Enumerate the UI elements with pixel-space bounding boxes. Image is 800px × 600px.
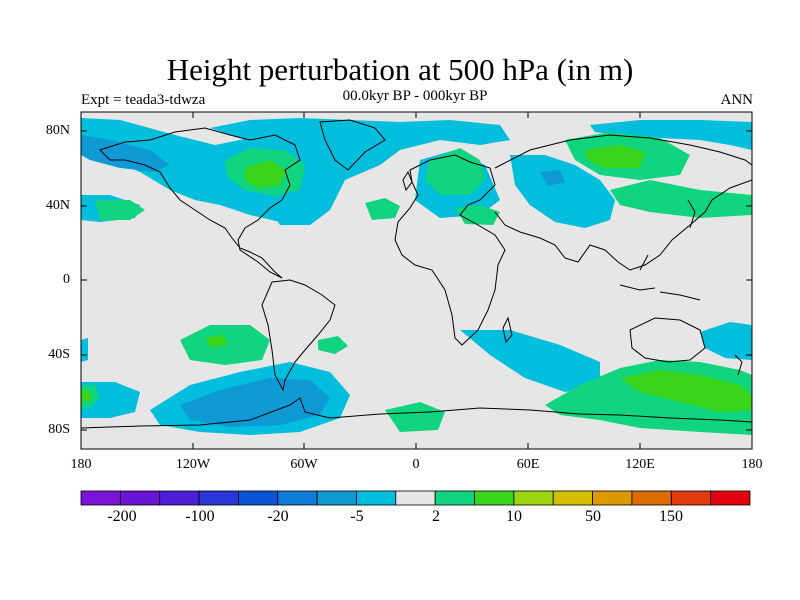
sh-positive-core-southern-ocean [620, 370, 752, 412]
sh-negative-anomaly-edge [81, 338, 88, 362]
colorbar-swatch [395, 490, 436, 506]
colorbar-swatch [238, 490, 279, 506]
colorbar-label: -100 [185, 508, 215, 525]
map-panel [80, 111, 753, 450]
contour-fills [81, 118, 752, 435]
axis-ticks [80, 112, 753, 449]
plot-title: Height perturbation at 500 hPa (in m) [166, 52, 634, 87]
sh-positive-anomaly-pacific [180, 325, 270, 365]
nh-positive-core-siberia [585, 145, 645, 168]
nh-core-asia [540, 170, 565, 186]
colorbar-swatch [670, 490, 712, 506]
coastline-uk [402, 170, 413, 192]
coastline-antarctica [81, 397, 752, 429]
colorbar-swatch [710, 490, 751, 506]
experiment-label: Expt = teada3-tdwza [81, 92, 206, 108]
lon-label-180e: 180 [741, 457, 763, 472]
colorbar-swatch [159, 490, 200, 506]
nh-negative-anomaly-arctic [210, 118, 510, 225]
season-label: ANN [720, 92, 754, 108]
nh-positive-anomaly-europe [425, 148, 485, 195]
colorbar-swatch [474, 490, 515, 506]
nh-positive-anomaly-north-pacific [95, 200, 145, 220]
colorbar [80, 490, 751, 506]
colorbar-label: 50 [585, 508, 601, 525]
coastline-indonesia [619, 254, 701, 301]
coastline-australia [629, 317, 706, 363]
colorbar-swatch [119, 490, 161, 506]
sh-negative-anomaly-indian [460, 330, 600, 392]
colorbar-label: -20 [267, 508, 289, 525]
colorbar-swatch [277, 490, 318, 506]
nh-negative-anomaly-atlantic [81, 118, 335, 222]
colorbar-swatch [552, 490, 593, 506]
coastline-asia [494, 134, 752, 271]
lon-label-0: 0 [412, 457, 420, 472]
coastline-south-america [261, 279, 336, 392]
colorbar-swatch [513, 490, 554, 506]
lon-label-60e: 60E [516, 457, 540, 472]
coastline-japan [687, 199, 696, 229]
lon-label-120e: 120E [625, 457, 655, 472]
sh-positive-core-edge [81, 390, 92, 402]
sh-positive-core-pacific [205, 334, 228, 348]
colorbar-swatch [80, 490, 121, 506]
colorbar-swatch [434, 490, 475, 506]
colorbar-label: 150 [659, 508, 683, 525]
colorbar-swatch [316, 490, 357, 506]
colorbar-label: -5 [350, 508, 364, 525]
nh-positive-anomaly-atlantic [365, 198, 400, 220]
sh-positive-anomaly-indian [385, 402, 445, 432]
coastline-europe-africa [394, 154, 506, 346]
sh-positive-anomaly-atlantic [318, 336, 348, 354]
sh-negative-core-pacific [180, 378, 330, 427]
colorbar-swatch [356, 490, 397, 506]
lon-label-60w: 60W [290, 457, 318, 472]
colorbar-label: 2 [432, 508, 440, 525]
lat-label-40n: 40N [45, 198, 70, 213]
nh-positive-anomaly-mediterranean [455, 205, 500, 225]
nh-core-alaska [81, 135, 170, 172]
lon-label-180w: 180 [70, 457, 92, 472]
coastline-greenland [319, 119, 386, 171]
nh-negative-anomaly-pacific [590, 120, 752, 150]
lon-label-120w: 120W [175, 457, 211, 472]
lat-label-80s: 80S [48, 422, 70, 437]
lat-label-80n: 80N [45, 123, 70, 138]
nh-negative-anomaly-asia [510, 155, 615, 228]
coastline-new-zealand [734, 354, 743, 376]
coastlines [81, 119, 752, 429]
colorbar-swatch [631, 490, 672, 506]
sh-negative-anomaly-west-pacific [700, 322, 752, 360]
colorbar-swatch [198, 490, 239, 506]
nh-positive-core-canada [245, 160, 285, 188]
colorbar-label: -200 [107, 508, 137, 525]
colorbar-label: 10 [506, 508, 522, 525]
lat-label-40s: 40S [48, 347, 70, 362]
coastline-north-america [99, 127, 301, 279]
nh-positive-anomaly-east-asia [610, 180, 752, 218]
coastline-madagascar [502, 316, 513, 344]
lat-label-0: 0 [63, 272, 70, 287]
period-label: 00.0kyr BP - 000kyr BP [342, 88, 488, 104]
colorbar-swatch [592, 490, 633, 506]
